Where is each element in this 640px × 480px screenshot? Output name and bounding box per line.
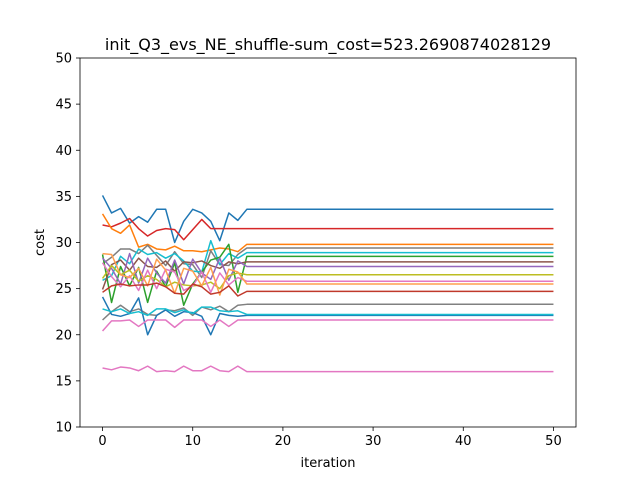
- series-line-11: [102, 252, 554, 296]
- y-axis: 10 15 20 25 30 35 40 45 50: [55, 52, 80, 436]
- series-line-14: [101, 296, 554, 336]
- x-tick-label: 50: [545, 434, 562, 449]
- y-tick-label: 50: [55, 52, 72, 67]
- series-line-15: [102, 306, 554, 317]
- series-line-2: [102, 217, 554, 241]
- y-tick-label: 30: [55, 236, 72, 251]
- y-tick-label: 40: [55, 144, 72, 159]
- x-tick-label: 40: [455, 434, 472, 449]
- y-tick-label: 45: [55, 98, 72, 113]
- y-tick-label: 10: [55, 421, 72, 436]
- series-line-12: [102, 282, 554, 297]
- series-line-9: [101, 264, 554, 290]
- y-axis-label: cost: [33, 229, 48, 256]
- series-line-7: [101, 257, 554, 290]
- x-axis: 0 10 20 30 40 50: [98, 427, 562, 449]
- y-tick-label: 20: [55, 328, 72, 343]
- x-tick-label: 20: [275, 434, 292, 449]
- series-line-17: [102, 365, 554, 373]
- plot-area: [79, 57, 577, 428]
- y-tick-label: 35: [55, 190, 72, 205]
- series-line-8: [101, 252, 554, 285]
- y-tick-label: 15: [55, 374, 72, 389]
- axes-background: [80, 58, 576, 427]
- x-tick-label: 30: [365, 434, 382, 449]
- x-axis-label: iteration: [301, 456, 356, 471]
- x-tick-label: 10: [184, 434, 201, 449]
- series-line-16: [101, 319, 554, 332]
- series-line-13: [102, 303, 554, 321]
- y-tick-label: 25: [55, 282, 72, 297]
- chart-title: init_Q3_evs_NE_shuffle-sum_cost=523.2690…: [105, 35, 551, 55]
- series-line-1: [101, 195, 554, 244]
- series-group: [101, 195, 554, 373]
- x-tick-label: 0: [98, 434, 106, 449]
